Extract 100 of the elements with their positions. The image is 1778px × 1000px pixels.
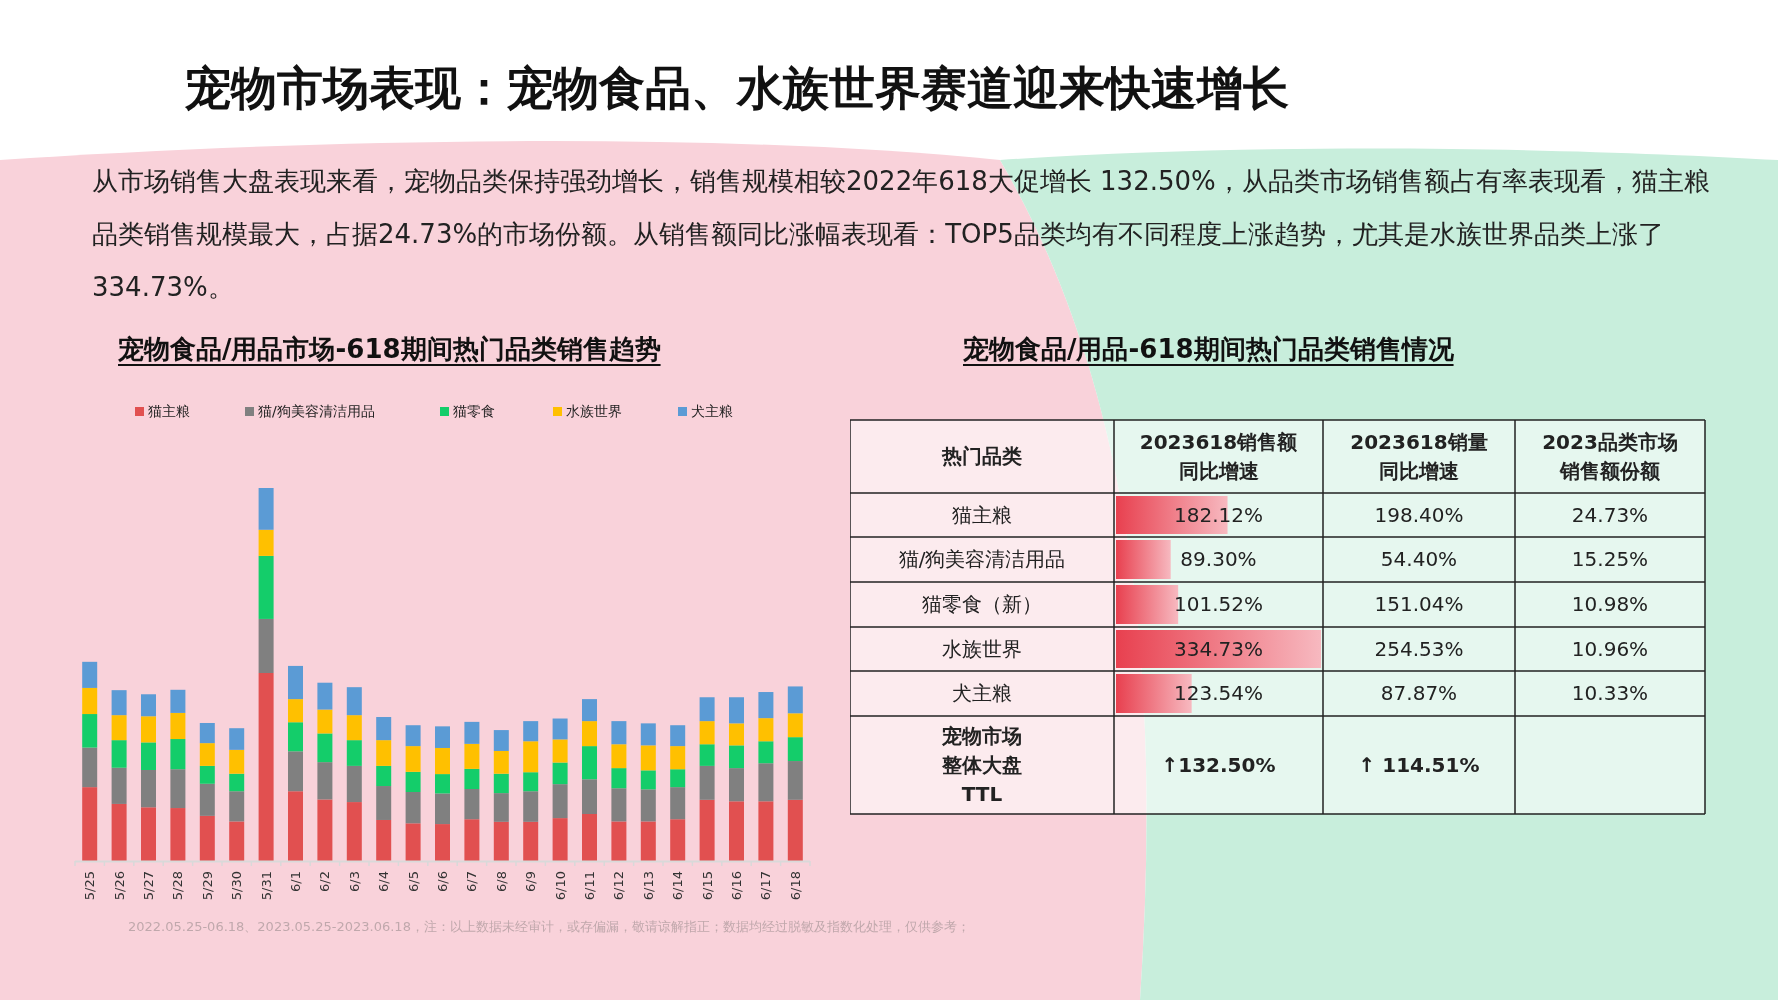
bar [787,761,803,800]
chart-title: 宠物食品/用品市场-618期间热门品类销售趋势 [118,333,661,366]
bar [699,744,715,766]
data-label: 24.73% [1570,501,1650,529]
bar [464,721,480,744]
x-tick-label: 6/12 [611,871,627,901]
legend-label: 猫主粮 [148,403,190,419]
data-label: 198.40% [1373,501,1465,529]
bar [729,697,744,724]
bar [699,765,715,800]
legend-label: 猫/狗美容清洁用品 [258,403,375,419]
bar [758,763,774,802]
x-tick-label: 6/3 [346,871,362,892]
bar [170,769,186,809]
bar [229,749,245,774]
bar [288,665,303,700]
bar [611,744,627,769]
text: 宠物市场表现：宠物食品、水族世界赛道迎来快速增长 [185,60,1290,117]
bar [758,718,774,742]
x-tick-label: 2023618销售额同比增速 [1138,428,1299,485]
bar [229,791,245,822]
bar [464,819,480,861]
x-tick-label: 2023品类市场销售额份额 [1541,428,1679,485]
data-label: 334.73% [1173,635,1264,663]
bar [346,715,362,741]
bar [199,783,215,816]
x-tick-label: 6/7 [464,871,480,892]
bar [82,661,98,688]
bar [523,791,539,822]
data-label: 15.25% [1570,546,1650,573]
bar [141,716,156,743]
x-tick-label: 5/30 [229,871,245,901]
bar [405,792,421,824]
bar [611,768,627,789]
bar [729,745,744,769]
y-tick-label: 猫零食（新） [921,591,1043,618]
bar [611,721,627,745]
bar [729,768,744,802]
x-tick-label: 6/5 [405,871,421,892]
bar [611,821,627,861]
bar [493,730,509,751]
x-tick-label: 5/26 [111,871,127,901]
bar [640,821,656,861]
bar [82,747,98,788]
x-tick-label: 5/28 [170,871,186,901]
x-tick-label: 6/11 [582,871,597,901]
bar [435,774,450,794]
x-tick-label: 6/14 [670,871,686,901]
bar [288,722,303,752]
data-label: 151.04% [1373,591,1465,618]
data-label: 54.40% [1379,546,1459,573]
data-label: 10.96% [1570,635,1650,663]
bar [787,737,803,762]
data-label: 10.33% [1570,680,1650,707]
bar [141,769,156,808]
legend-label: 猫零食 [453,403,495,419]
bar [552,784,568,819]
bar [552,718,568,740]
bar [670,746,686,770]
bar [493,821,509,861]
bar [199,765,215,784]
x-tick-label: 6/2 [317,871,333,892]
bar [582,779,597,814]
bar [111,690,127,716]
data-label: 182.12% [1173,501,1264,529]
bar [464,743,480,769]
bar [552,739,568,763]
bar [405,746,421,772]
bar [258,488,274,530]
y-tick-label: 猫/狗美容清洁用品 [897,546,1067,573]
bar [258,529,274,556]
x-tick-label: 6/1 [288,871,303,892]
bar [141,694,156,717]
bar [435,726,450,748]
x-tick-label: 6/17 [758,871,774,901]
x-tick-label: 5/29 [199,871,215,901]
bar [170,712,186,740]
bar [670,819,686,861]
bar [141,742,156,770]
bar [82,687,98,715]
bar [346,687,362,716]
x-tick-label: 6/8 [493,871,509,892]
bar [376,786,392,820]
text: 从市场销售大盘表现来看，宠物品类保持强劲增长，销售规模相较2022年618大促增长 132.50%，从品类市场销售额占有率表现看，猫主粮品类销售规模最大，占据24.73%的市场份额。从销售额同比涨幅表现看：TOP5品类均有不同程度上涨趋势，尤其是水族世界品类上涨了334.73%。 [92,165,1711,304]
bar [758,692,774,719]
bar [376,740,392,766]
bar [317,709,333,734]
bar [582,746,597,780]
bar [258,673,274,861]
bar [258,555,274,619]
y-tick-label: 宠物市场整体大盘TTL [941,722,1023,808]
x-tick-label: 6/18 [787,871,803,901]
bar [229,821,245,861]
y-tick-label: 猫主粮 [951,501,1013,529]
bar [787,799,803,861]
y-axis-title: 热门品类 [941,443,1023,470]
bar [346,740,362,766]
x-tick-label: 6/4 [376,871,392,892]
bar [523,772,539,792]
bar [111,740,127,768]
